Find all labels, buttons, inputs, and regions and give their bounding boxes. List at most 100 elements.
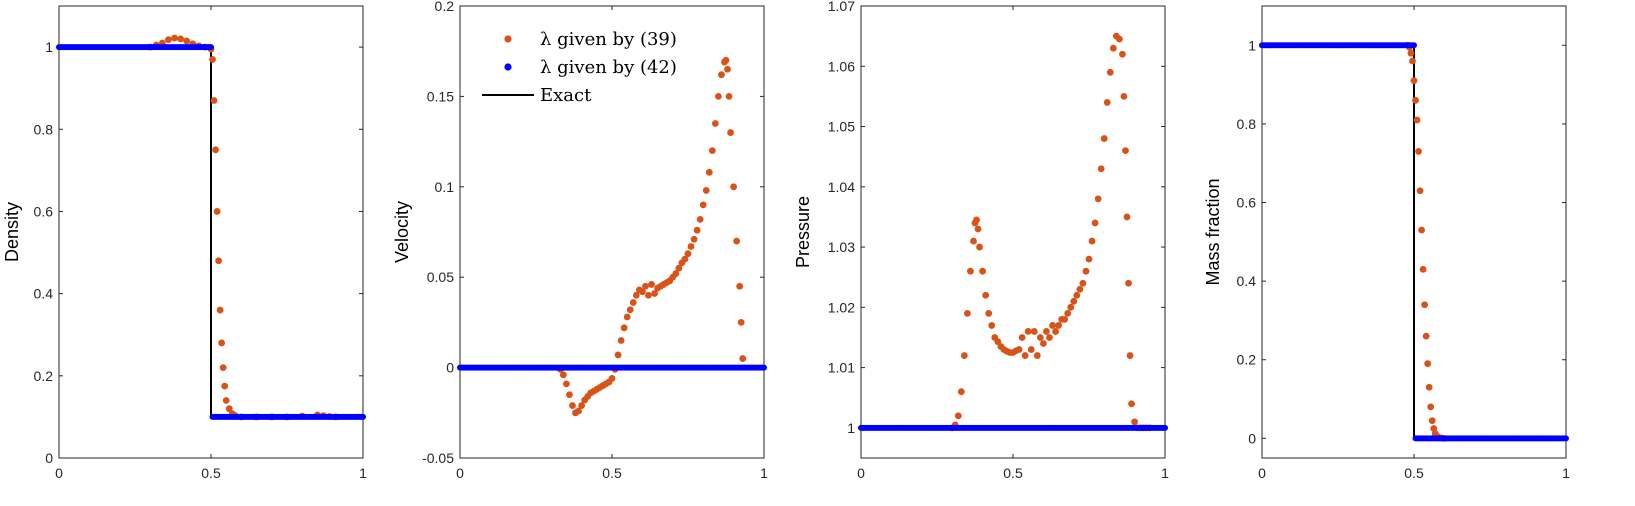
orange-point	[578, 402, 585, 409]
orange-point	[1119, 50, 1126, 58]
blue-point	[1411, 42, 1417, 49]
orange-point	[737, 319, 745, 326]
orange-point	[702, 187, 710, 194]
legend-label: Exact	[540, 85, 592, 106]
orange-point	[216, 306, 224, 314]
orange-point	[219, 364, 227, 371]
orange-point	[1123, 213, 1131, 221]
orange-point	[1421, 301, 1429, 309]
orange-point	[1024, 328, 1032, 335]
orange-point	[1106, 68, 1114, 76]
orange-point	[629, 299, 637, 306]
orange-point	[632, 291, 640, 299]
orange-point	[210, 97, 218, 104]
y-tick-label: 1.02	[828, 299, 855, 315]
legend-label: λ given by (42)	[540, 57, 677, 78]
blue-point	[1162, 424, 1168, 431]
orange-point	[614, 351, 622, 359]
orange-point	[699, 201, 707, 209]
y-tick-label: 0.8	[1237, 116, 1257, 132]
orange-point	[222, 397, 230, 404]
orange-point	[626, 306, 634, 314]
chart-panel-1: 0 0.5 1 0 0.2 0.4 0.6 0.8 1 Density	[2, 5, 367, 481]
orange-point	[212, 146, 219, 154]
orange-point	[1040, 340, 1047, 347]
orange-point	[215, 257, 223, 265]
orange-point	[1430, 425, 1438, 432]
orange-point	[1064, 309, 1072, 317]
x-tick-label: 1	[760, 465, 768, 481]
orange-point	[1043, 328, 1050, 335]
orange-point	[708, 147, 716, 155]
orange-point	[1126, 352, 1134, 359]
orange-point	[725, 93, 733, 100]
orange-point	[727, 129, 734, 136]
orange-point	[1088, 237, 1096, 245]
orange-point	[1067, 303, 1075, 311]
orange-point	[639, 288, 646, 296]
orange-point	[218, 339, 226, 347]
x-tick-label: 0	[55, 465, 63, 481]
x-tick-label: 0.5	[1003, 465, 1023, 481]
orange-point	[1109, 44, 1117, 52]
y-tick-label: 0.1	[435, 179, 455, 195]
y-tick-label: 0	[45, 450, 53, 466]
legend-label: λ given by (39)	[540, 29, 677, 50]
orange-point	[739, 355, 747, 362]
orange-point	[1419, 265, 1427, 273]
orange-point	[1418, 226, 1425, 234]
orange-point	[722, 56, 730, 64]
orange-point	[225, 405, 233, 413]
orange-point	[1128, 400, 1135, 408]
y-axis-label: Mass fraction	[1203, 178, 1223, 285]
orange-point	[736, 282, 744, 290]
y-tick-label: 1.07	[828, 0, 855, 14]
orange-point	[575, 407, 582, 415]
orange-point	[1073, 291, 1081, 299]
orange-point	[165, 36, 172, 44]
orange-point	[733, 237, 741, 245]
y-tick-label: 0.05	[427, 269, 454, 285]
y-axis-label: Velocity	[392, 201, 412, 263]
y-tick-label: 1.01	[828, 360, 855, 376]
orange-point	[681, 255, 689, 263]
orange-point	[1116, 35, 1123, 43]
orange-point	[1070, 297, 1078, 305]
orange-point	[724, 65, 731, 73]
orange-point	[1413, 116, 1421, 124]
orange-point	[563, 380, 570, 388]
exact-line	[1262, 44, 1566, 440]
orange-point	[964, 309, 971, 317]
orange-point	[1407, 49, 1415, 57]
x-tick-label: 0	[1258, 465, 1266, 481]
orange-point	[1422, 332, 1430, 340]
y-tick-label: 0.4	[34, 286, 54, 302]
x-tick-label: 0.5	[201, 465, 221, 481]
orange-point	[177, 35, 185, 43]
orange-point	[1046, 334, 1053, 341]
orange-point	[559, 371, 567, 379]
orange-point	[675, 264, 683, 272]
orange-point	[982, 291, 990, 299]
y-tick-label: 1.05	[828, 119, 855, 135]
y-tick-label: -0.05	[422, 450, 454, 466]
orange-point	[1033, 352, 1041, 359]
orange-point	[1021, 352, 1029, 359]
orange-point	[973, 216, 980, 224]
x-tick-label: 0	[857, 465, 865, 481]
blue-point	[1563, 435, 1569, 442]
chart-panel-4: 0 0.5 1 0 0.2 0.4 0.6 0.8 1 Mass fraction	[1203, 5, 1570, 481]
orange-point	[976, 243, 983, 251]
orange-point	[970, 237, 977, 245]
orange-point	[620, 324, 628, 332]
orange-point	[1015, 346, 1023, 353]
orange-point	[693, 226, 701, 234]
orange-point	[1018, 334, 1026, 341]
orange-point	[645, 291, 652, 299]
orange-point	[1085, 255, 1093, 263]
y-tick-label: 1	[1248, 37, 1256, 53]
orange-point	[642, 282, 649, 290]
orange-point	[1425, 383, 1433, 391]
orange-point	[1052, 328, 1059, 335]
